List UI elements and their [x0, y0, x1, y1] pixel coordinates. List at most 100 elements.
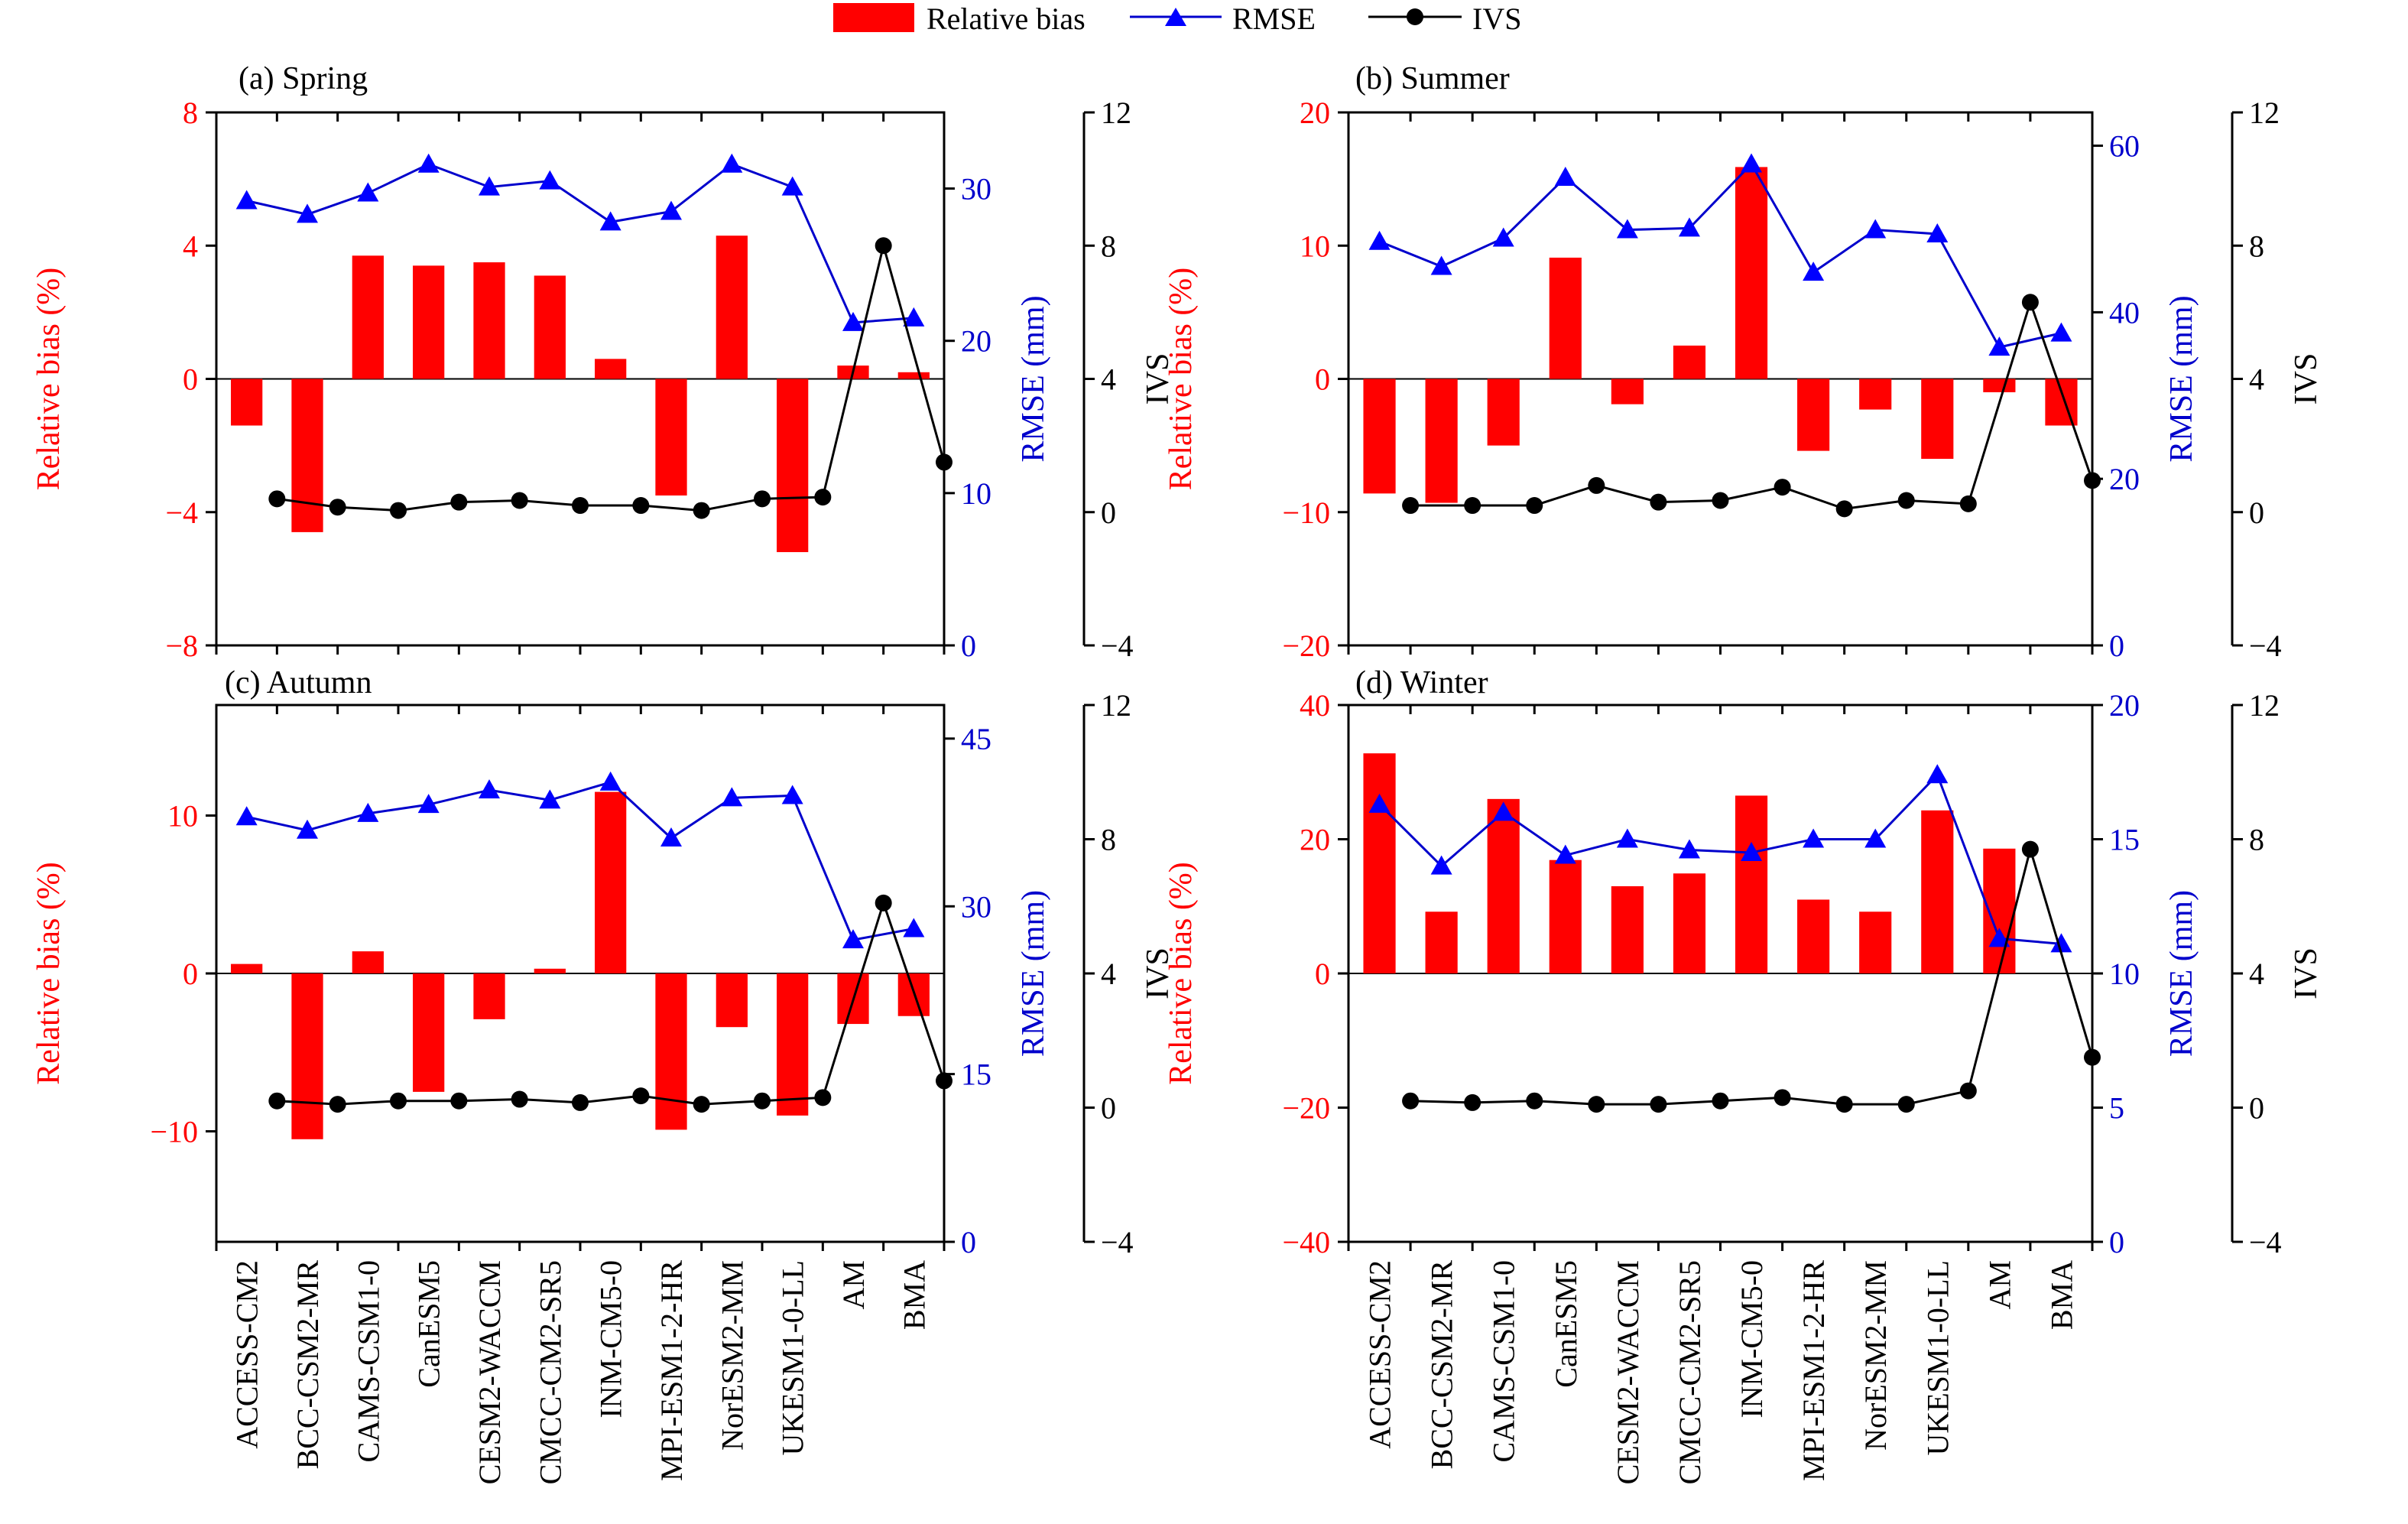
rmse-point: [1616, 219, 1638, 239]
rmse-point: [1864, 828, 1887, 848]
ivs-point: [2021, 294, 2039, 311]
ivs-point: [2084, 1048, 2101, 1066]
ivs-point: [814, 1089, 832, 1106]
right-tick-label: −4: [2249, 629, 2282, 663]
x-tick-label: MPI-ESM1-2-HR: [654, 1260, 689, 1481]
right-tick-label: 0: [1101, 496, 1116, 530]
rmse-point: [357, 802, 379, 822]
right-tick-label: 0: [2249, 496, 2264, 530]
left-axis-label: Relative bias (%): [1163, 862, 1199, 1085]
left-tick-label: −40: [1282, 1225, 1330, 1259]
x-tick-label: MPI-ESM1-2-HR: [1796, 1260, 1831, 1481]
left-tick-label: 10: [167, 799, 198, 833]
right-axis-label: IVS: [1141, 947, 1176, 999]
legend: Relative bias RMSE IVS: [833, 2, 1521, 36]
rmse-point: [417, 153, 440, 173]
mid-tick-label: 15: [2109, 823, 2140, 857]
ivs-line: [277, 899, 946, 1106]
bias-bar: [1859, 379, 1892, 410]
x-tick-label: UKESM1-0-LL: [776, 1260, 810, 1456]
left-tick-label: 4: [183, 229, 198, 263]
x-tick-label: UKESM1-0-LL: [1920, 1260, 1955, 1456]
rmse-point: [842, 929, 864, 949]
ivs-line: [1410, 845, 2094, 1106]
ivs-point: [875, 894, 892, 911]
mid-axis-label: RMSE (mm): [1016, 890, 1051, 1057]
right-tick-label: 8: [2249, 229, 2264, 263]
rmse-point: [1803, 828, 1825, 848]
ivs-point: [632, 497, 650, 515]
mid-axis-label: RMSE (mm): [2164, 890, 2199, 1057]
bias-bar: [352, 951, 384, 973]
right-tick-label: 0: [2249, 1091, 2264, 1126]
legend-bias-swatch: [833, 3, 914, 32]
rmse-point: [1430, 255, 1452, 275]
bias-bar: [1363, 753, 1396, 973]
rmse-point: [1368, 793, 1391, 813]
chart-panel-1: (a) Spring −8 −4 0 4 8 Relative bias (%) 0 10 20 3…: [31, 61, 1176, 663]
right-axis-label: IVS: [2289, 947, 2324, 999]
bias-bar: [1487, 798, 1520, 973]
mid-tick-label: 40: [2109, 295, 2140, 330]
ivs-point: [1402, 497, 1420, 515]
right-tick-label: −4: [1101, 1225, 1134, 1259]
left-tick-label: −10: [150, 1114, 198, 1149]
x-tick-label: INM-CM5-0: [594, 1260, 628, 1418]
rmse-point: [599, 211, 621, 231]
ivs-point: [2084, 472, 2101, 489]
ivs-point: [1897, 1096, 1915, 1113]
x-tick-label: BMA: [2044, 1260, 2079, 1330]
rmse-point: [1430, 855, 1452, 875]
ivs-point: [2021, 840, 2039, 858]
rmse-point: [903, 307, 925, 327]
rmse-point: [1926, 764, 1949, 784]
bias-bar: [1611, 379, 1644, 405]
ivs-point: [754, 490, 771, 508]
ivs-point: [390, 1092, 407, 1110]
rmse-point: [297, 203, 318, 223]
mid-tick-label: 20: [2109, 462, 2140, 496]
ivs-point: [693, 1096, 710, 1113]
rmse-line: [1378, 162, 2062, 349]
rmse-point: [2050, 933, 2072, 953]
ivs-point: [1835, 500, 1853, 518]
rmse-point: [781, 176, 803, 196]
legend-ivs-marker: [1407, 8, 1423, 25]
bias-bar: [777, 379, 809, 553]
ivs-point: [1402, 1092, 1420, 1110]
rmse-point: [721, 787, 743, 807]
left-tick-label: 20: [1300, 823, 1330, 857]
x-tick-label: BCC-CSM2-MR: [290, 1260, 325, 1470]
ivs-point: [1774, 479, 1791, 496]
x-tick-label: INM-CM5-0: [1735, 1260, 1769, 1418]
x-tick-label: CanESM5: [1549, 1260, 1583, 1388]
right-tick-label: 0: [1101, 1091, 1116, 1126]
right-tick-label: −4: [2249, 1225, 2282, 1259]
mid-axis-label: RMSE (mm): [1016, 295, 1051, 462]
x-tick-label: AM: [836, 1260, 871, 1309]
bias-bar: [1549, 859, 1582, 973]
x-tick-label: AM: [1982, 1260, 2017, 1309]
bias-bar: [595, 791, 627, 973]
chart-panel-3: (c) Autumn −10 0 10 Relative bias (%) 0 15 30 45…: [31, 665, 1176, 1484]
left-tick-label: 10: [1300, 229, 1330, 263]
bias-bar: [1735, 167, 1768, 379]
bias-bar: [231, 379, 263, 426]
rmse-point: [1988, 928, 2010, 947]
rmse-line: [246, 781, 914, 941]
rmse-point: [1554, 166, 1576, 186]
ivs-point: [450, 1092, 468, 1110]
ivs-line: [1410, 298, 2094, 510]
bias-bar: [1859, 911, 1892, 973]
bias-bar: [1921, 810, 1954, 973]
ivs-point: [1588, 476, 1605, 494]
bias-bar: [1921, 379, 1954, 460]
right-tick-label: −4: [1101, 629, 1134, 663]
rmse-point: [1492, 227, 1514, 247]
bias-bar: [777, 973, 809, 1116]
ivs-point: [572, 1093, 589, 1111]
rmse-point: [1741, 842, 1763, 862]
left-axis-label: Relative bias (%): [1163, 268, 1199, 491]
